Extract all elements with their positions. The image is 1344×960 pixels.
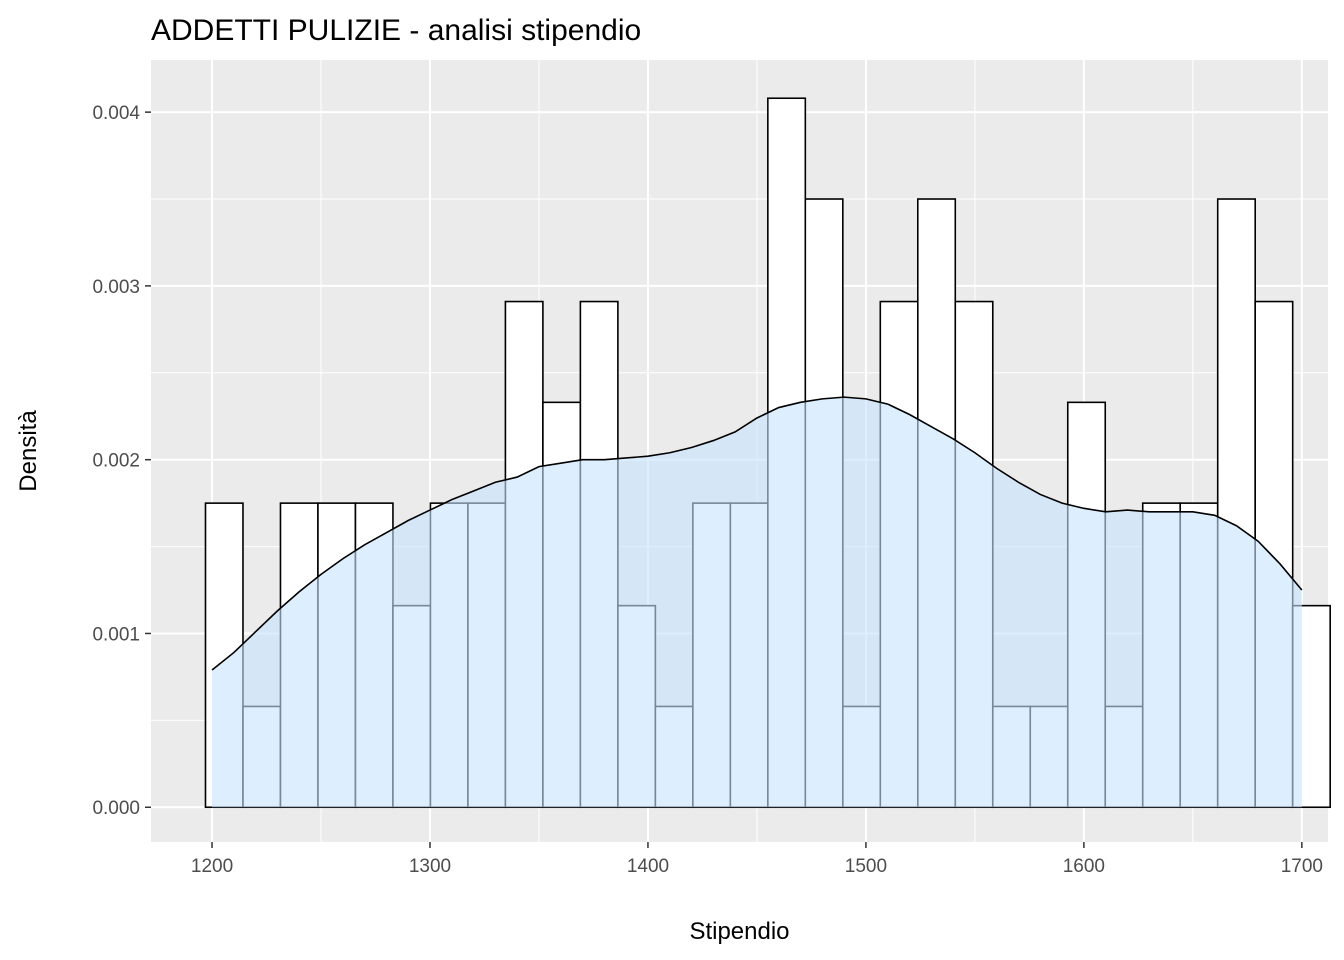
x-tick-label: 1700 — [1281, 856, 1323, 877]
x-tick-label: 1600 — [1063, 856, 1105, 877]
y-tick-label: 0.003 — [92, 277, 140, 298]
x-tick-label: 1300 — [409, 856, 451, 877]
density-line — [211, 396, 1303, 671]
y-tick-label: 0.000 — [92, 798, 140, 819]
x-axis-title: Stipendio — [689, 918, 789, 945]
y-tick-label: 0.004 — [92, 103, 140, 124]
chart-title: ADDETTI PULIZIE - analisi stipendio — [151, 14, 641, 47]
y-tick-label: 0.002 — [92, 451, 140, 472]
y-tick-label: 0.001 — [92, 624, 140, 645]
density-area — [212, 397, 1302, 808]
x-axis-ticks: 1200 1300 1400 1500 1600 1700 — [191, 842, 1323, 877]
x-tick-label: 1500 — [845, 856, 887, 877]
x-tick-label: 1400 — [627, 856, 669, 877]
y-axis-ticks: 0.000 0.001 0.002 0.003 0.004 — [92, 103, 151, 819]
y-axis-title: Densità — [15, 410, 42, 492]
x-tick-label: 1200 — [191, 856, 233, 877]
